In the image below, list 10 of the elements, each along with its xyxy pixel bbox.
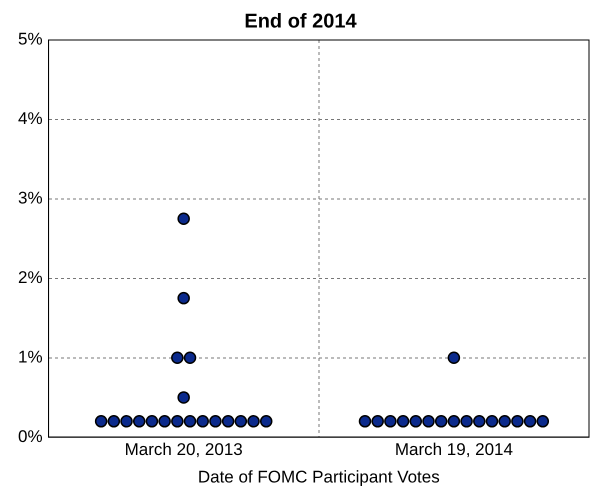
y-tick-label: 2% — [18, 268, 43, 288]
chart-title: End of 2014 — [244, 10, 358, 33]
x-tick-label: March 20, 2013 — [124, 440, 243, 460]
y-tick-label: 3% — [18, 188, 43, 208]
y-tick-label: 0% — [18, 426, 43, 446]
x-tick-label: March 19, 2014 — [394, 440, 513, 460]
y-tick-label: 1% — [18, 347, 43, 366]
y-tick-label: 5% — [18, 30, 43, 49]
x-axis-title: Date of FOMC Participant Votes — [198, 467, 440, 486]
y-tick-label: 4% — [18, 109, 43, 128]
